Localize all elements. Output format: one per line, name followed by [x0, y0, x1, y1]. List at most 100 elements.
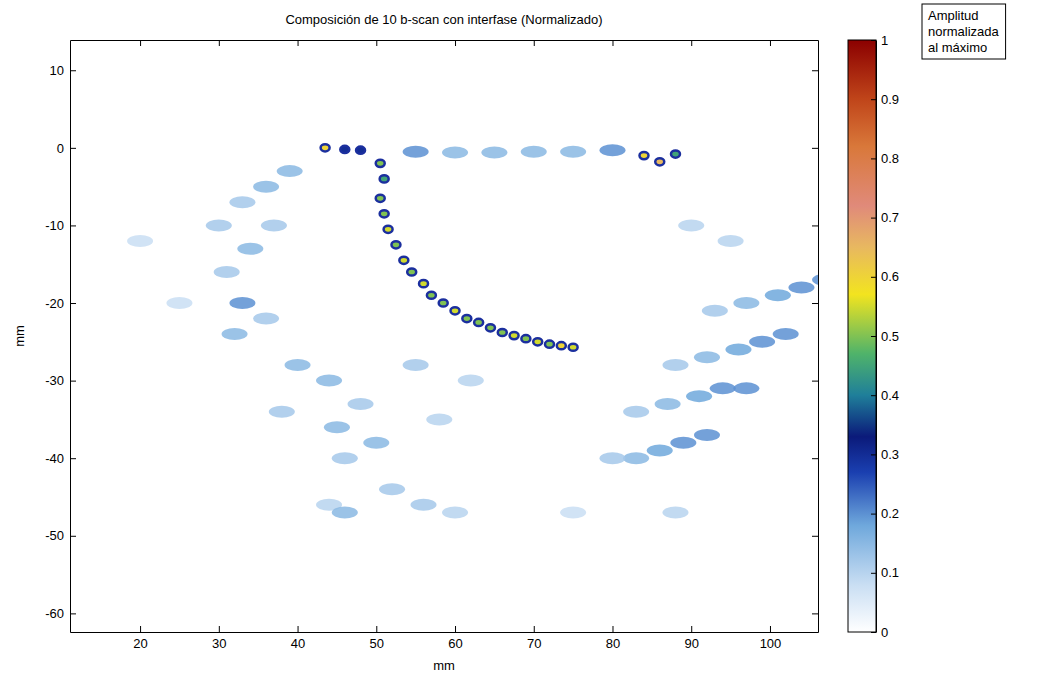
cell	[702, 305, 728, 317]
tick: 100	[760, 626, 782, 651]
tick-label: 60	[448, 636, 462, 651]
cell	[269, 406, 295, 418]
cell	[451, 307, 460, 314]
tick-label: 0	[881, 625, 888, 640]
cell	[458, 375, 484, 387]
axis-line	[818, 41, 819, 633]
tick-mark	[871, 514, 876, 515]
cell	[380, 175, 389, 182]
tick-label: 40	[291, 636, 305, 651]
tick: 0.1	[871, 565, 899, 580]
tick-mark	[70, 148, 76, 149]
tick	[691, 40, 692, 46]
tick: -30	[45, 373, 76, 388]
tick-mark	[455, 40, 456, 46]
cell	[277, 165, 303, 177]
plot-area	[70, 40, 818, 632]
tick: 90	[684, 626, 698, 651]
cell	[285, 359, 311, 371]
tick-mark	[376, 626, 377, 632]
cell	[671, 150, 680, 157]
cell	[686, 390, 712, 402]
cell	[332, 452, 358, 464]
cell	[647, 444, 673, 456]
cell	[379, 483, 405, 495]
cell	[733, 382, 759, 394]
tick-label: -50	[45, 528, 64, 543]
tick-label: -40	[45, 451, 64, 466]
tick	[376, 40, 377, 46]
tick: 40	[291, 626, 305, 651]
cell	[427, 292, 436, 299]
cell	[324, 421, 350, 433]
tick-mark	[871, 632, 876, 633]
cell	[348, 398, 374, 410]
cell	[316, 375, 342, 387]
title: Composición de 10 b-scan con interfase (…	[285, 12, 602, 27]
tick-label: -20	[45, 296, 64, 311]
tick: 0	[871, 625, 888, 640]
cell	[655, 158, 664, 165]
tick	[812, 148, 818, 149]
cell	[655, 398, 681, 410]
tick-mark	[70, 303, 76, 304]
tick	[812, 381, 818, 382]
cell	[166, 297, 192, 309]
x-axis-title: mm	[433, 658, 455, 673]
y-axis: -60-50-40-30-20-10010	[45, 41, 76, 633]
tick-mark	[812, 303, 818, 304]
tick-mark	[534, 626, 535, 632]
cell	[710, 382, 736, 394]
cell	[733, 297, 759, 309]
colorbar	[848, 40, 876, 632]
cell	[812, 274, 818, 286]
cell	[253, 313, 279, 325]
tick: 0.5	[871, 329, 899, 344]
cell	[765, 289, 791, 301]
tick: 0.9	[871, 92, 899, 107]
x-axis-top	[71, 40, 819, 46]
y-axis-right	[812, 41, 819, 633]
cell	[222, 328, 248, 340]
tick: -20	[45, 296, 76, 311]
tick: 30	[212, 626, 226, 651]
tick-label: 0.7	[881, 210, 899, 225]
tick-label: 90	[684, 636, 698, 651]
tick-label: 0.8	[881, 151, 899, 166]
cell	[557, 342, 566, 349]
tick	[455, 40, 456, 46]
tick-mark	[871, 158, 876, 159]
tick-label: 0.2	[881, 506, 899, 521]
cell	[261, 219, 287, 231]
tick-mark	[219, 626, 220, 632]
tick-label: 0.1	[881, 565, 899, 580]
cell	[510, 332, 519, 339]
tick	[612, 40, 613, 46]
axis-line	[71, 40, 819, 41]
tick: 70	[527, 626, 541, 651]
tick-mark	[298, 40, 299, 46]
tick-mark	[70, 458, 76, 459]
cell	[403, 146, 429, 158]
cell	[332, 507, 358, 519]
tick-mark	[376, 40, 377, 46]
tick-mark	[871, 454, 876, 455]
cell	[481, 147, 507, 159]
cell	[439, 299, 448, 306]
tick-label: -60	[45, 606, 64, 621]
tick-mark	[812, 381, 818, 382]
cell	[639, 152, 648, 159]
tick: 20	[133, 626, 147, 651]
cell	[127, 235, 153, 247]
tick: 80	[606, 626, 620, 651]
tick-label: 50	[370, 636, 384, 651]
cell	[340, 146, 349, 153]
cell	[474, 319, 483, 326]
colorbar-label-line: normalizada	[928, 24, 1000, 39]
cell	[356, 147, 365, 154]
cell	[419, 280, 428, 287]
cell	[599, 452, 625, 464]
tick-label: 0.9	[881, 92, 899, 107]
tick	[812, 613, 818, 614]
cell	[321, 144, 330, 151]
